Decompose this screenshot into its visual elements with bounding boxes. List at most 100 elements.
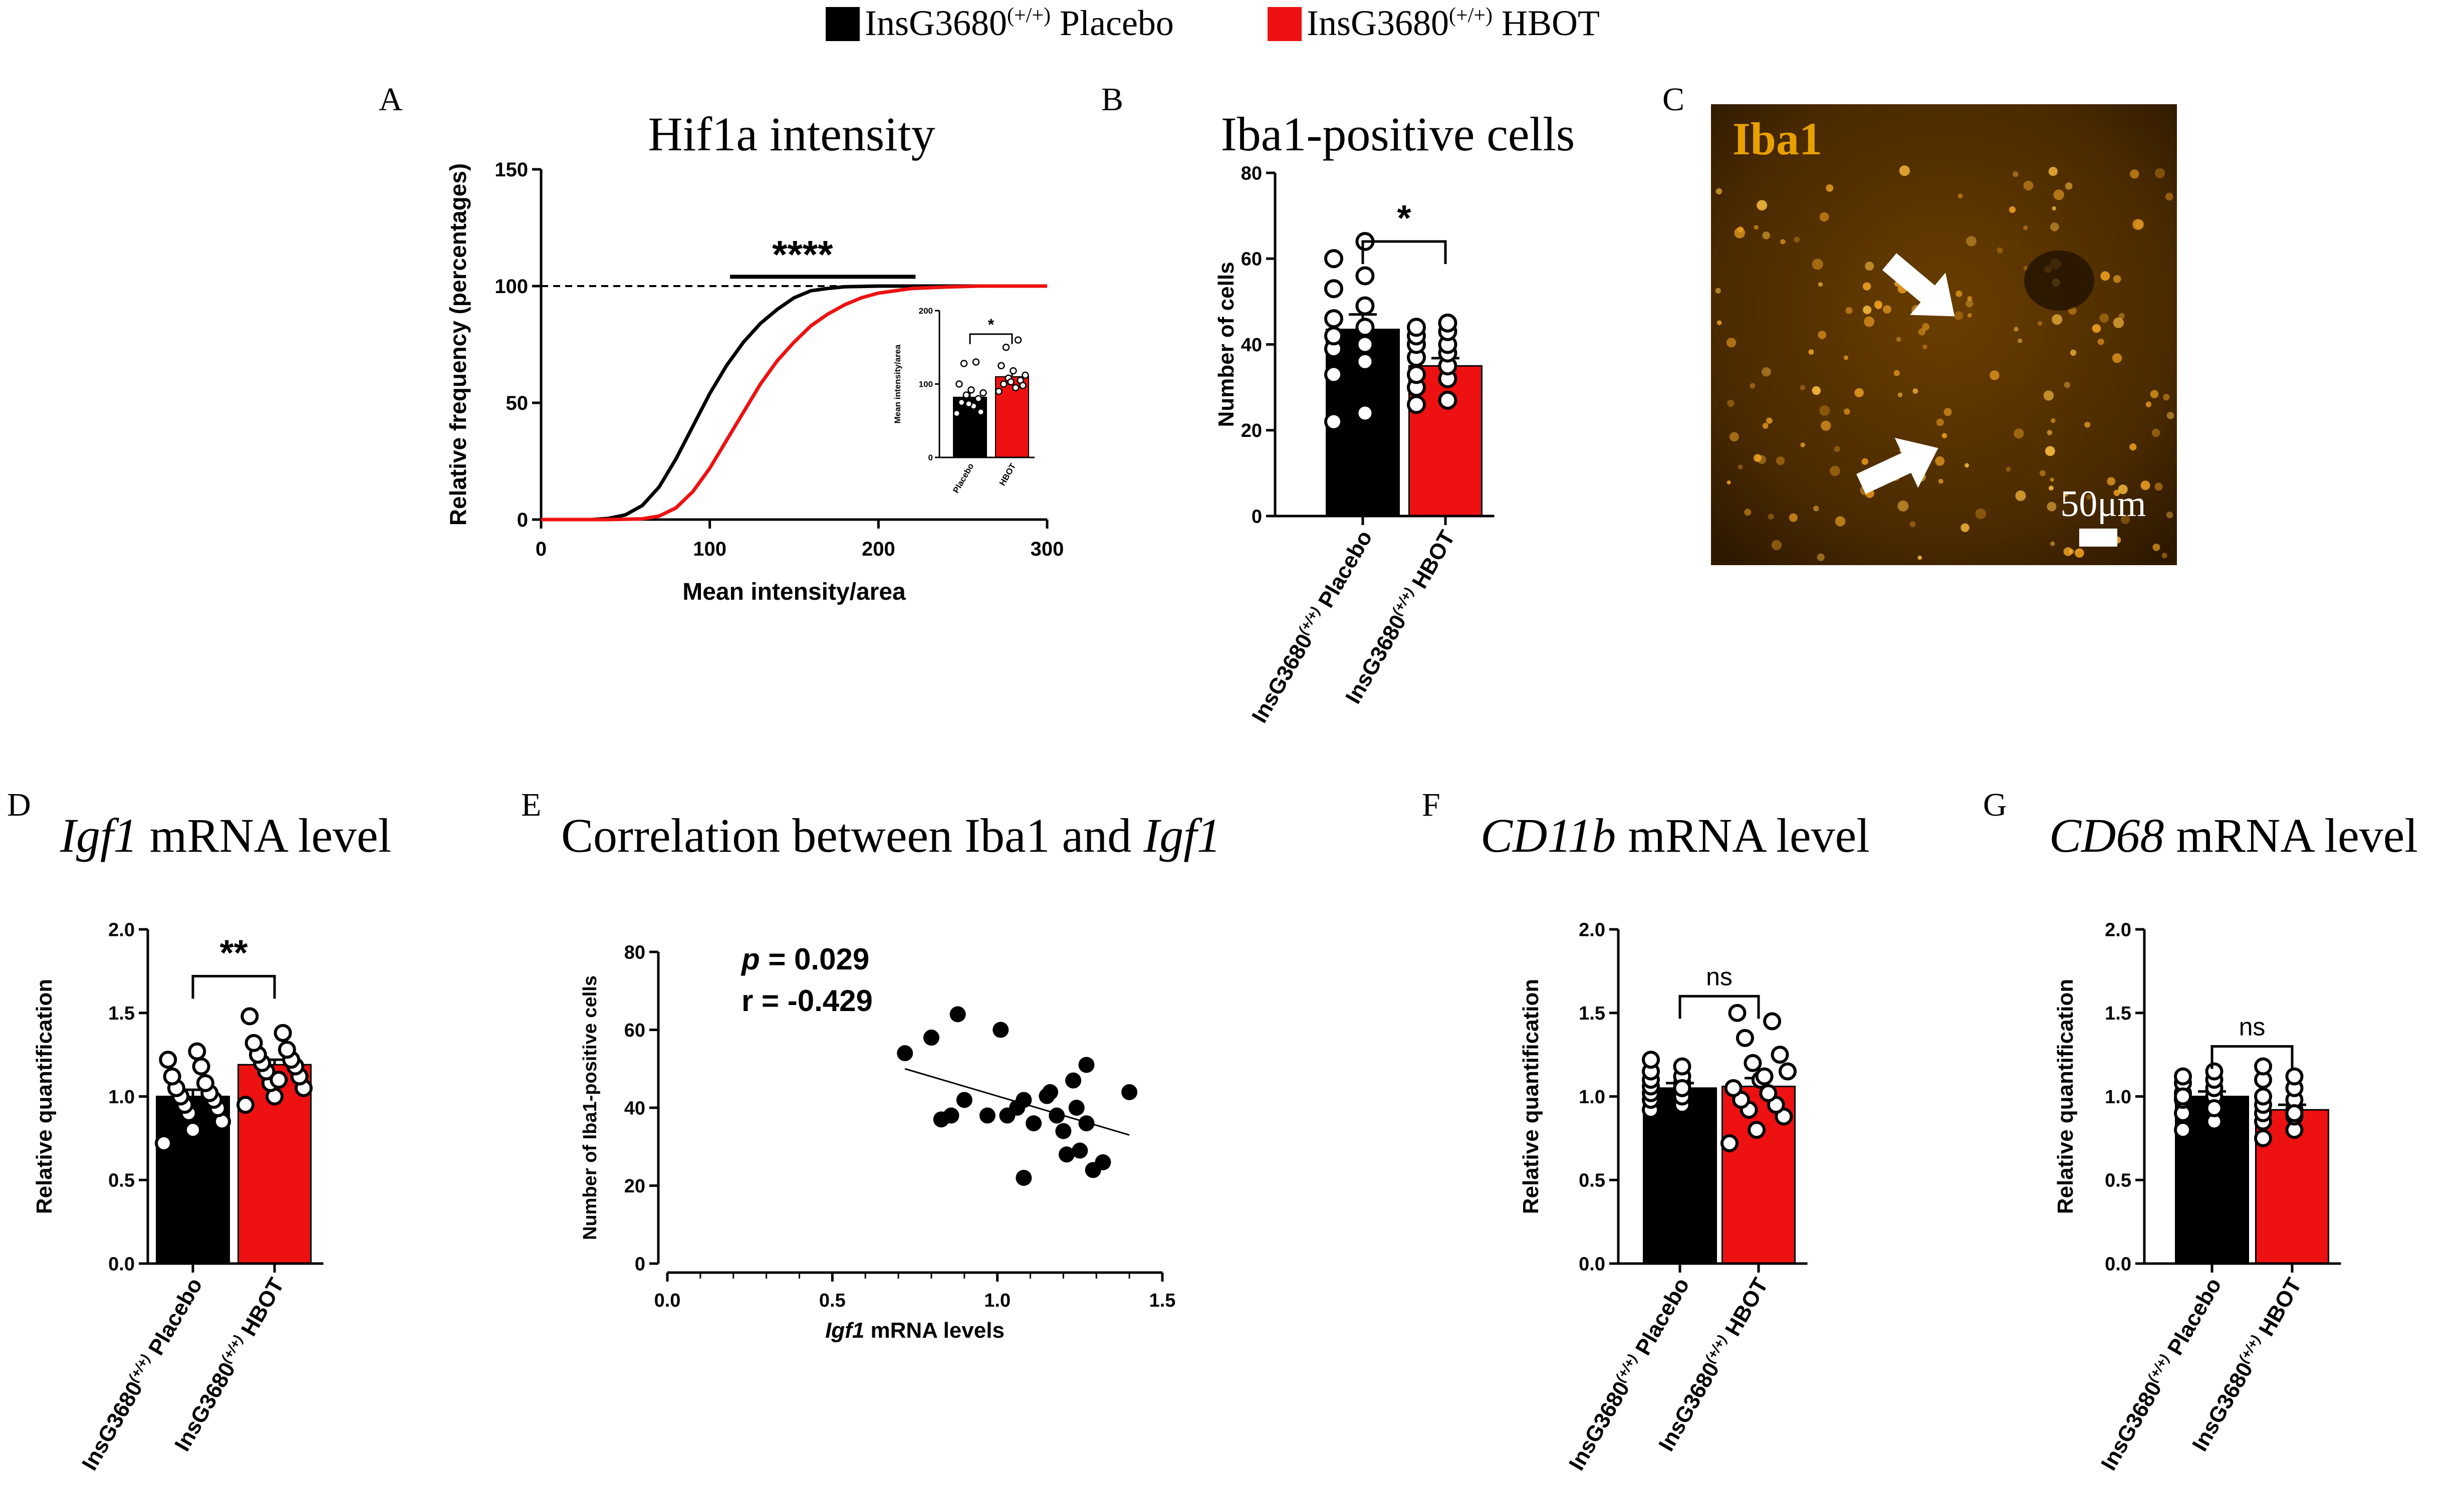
micrograph-cell xyxy=(1744,509,1752,516)
micrograph-cell xyxy=(2037,321,2043,326)
micrograph-cell xyxy=(1715,188,1722,195)
panel-B-y-tick-label: 60 xyxy=(1241,249,1262,270)
category-base: InsG3680 xyxy=(1247,630,1317,727)
micrograph-cell xyxy=(1834,446,1840,452)
scatter-point xyxy=(979,1107,996,1124)
category-base: InsG3680 xyxy=(1564,1377,1634,1474)
micrograph-cell xyxy=(1800,442,1805,447)
panel-e-y-tick-label: 80 xyxy=(624,942,645,963)
micrograph-cell xyxy=(1835,516,1846,527)
panel-F-y-axis-label: Relative quantification xyxy=(1519,979,1543,1214)
micrograph-cell xyxy=(1975,508,1986,520)
micrograph-cell xyxy=(2113,317,2124,328)
micrograph-cell xyxy=(2052,314,2063,325)
micrograph-cell xyxy=(1918,328,1925,336)
micrograph-cell xyxy=(2051,418,2056,423)
micrograph-cell xyxy=(1727,399,1735,407)
data-point xyxy=(1324,249,1343,269)
data-point xyxy=(188,1042,206,1061)
scatter-point xyxy=(1078,1115,1095,1132)
inset-data-point xyxy=(1010,367,1017,375)
data-point xyxy=(2174,1121,2192,1139)
scatter-point xyxy=(1065,1072,1082,1089)
scatter-point xyxy=(1049,1107,1065,1124)
inset-y-tick-label: 200 xyxy=(919,306,933,316)
panel-a-y-tick-label: 100 xyxy=(495,276,528,298)
data-point xyxy=(1324,412,1343,431)
micrograph-cell xyxy=(1844,408,1850,415)
data-point xyxy=(1438,313,1457,333)
data-point xyxy=(1779,1062,1797,1081)
micrograph-cell xyxy=(2163,394,2170,401)
significance-bracket xyxy=(1361,240,1447,264)
micrograph-cell xyxy=(2075,548,2084,558)
micrograph-cell xyxy=(2014,428,2024,439)
micrograph-cell xyxy=(1819,212,1829,222)
micrograph-cell xyxy=(1818,331,1827,339)
data-point xyxy=(1324,279,1343,299)
micrograph-cell xyxy=(2113,275,2121,283)
category-rest: HBOT xyxy=(233,1274,289,1345)
data-point xyxy=(196,1074,214,1092)
micrograph-cell xyxy=(2150,390,2159,398)
legend-label-hbot: InsG3680(+/+) HBOT xyxy=(1307,3,1600,43)
series-line-placebo xyxy=(541,284,1047,522)
inset-data-point xyxy=(1000,380,1008,388)
panel-B-y-tick-label: 20 xyxy=(1241,420,1262,441)
data-point xyxy=(1324,365,1343,384)
inset-y-tick-label: 100 xyxy=(919,380,933,389)
micrograph-cell xyxy=(1818,282,1823,287)
data-point xyxy=(1355,403,1375,423)
panel-a-x-axis-label: Mean intensity/area xyxy=(682,579,906,605)
micrograph-cell xyxy=(2140,480,2150,490)
micrograph-cell xyxy=(1943,408,1952,416)
micrograph-cell xyxy=(1897,392,1903,397)
annotation-p-rest: = 0.029 xyxy=(760,942,870,976)
micrograph-cell xyxy=(2040,470,2046,476)
data-point xyxy=(159,1051,177,1069)
micrograph-cell xyxy=(1754,225,1759,230)
inset-significance-label: * xyxy=(988,316,995,334)
panel-letter-b: B xyxy=(1101,81,1123,118)
panel-letter-c: C xyxy=(1662,81,1684,118)
data-point xyxy=(1324,309,1343,329)
inset-data-point xyxy=(953,409,960,417)
micrograph-cell xyxy=(2053,189,2064,200)
micrograph-cell xyxy=(1800,385,1805,390)
micrograph-cell xyxy=(1997,247,2003,254)
micrograph-cell xyxy=(2047,502,2057,512)
category-rest: Placebo xyxy=(141,1274,207,1365)
inset-data-point xyxy=(977,408,984,416)
micrograph-cell xyxy=(2013,171,2019,177)
micrograph-cell xyxy=(1935,456,1945,466)
panel-F-y-tick-label: 0.5 xyxy=(1579,1170,1605,1191)
data-point xyxy=(192,1057,210,1076)
inset-data-point xyxy=(995,387,1003,395)
scatter-point xyxy=(1095,1154,1111,1170)
micrograph-cell xyxy=(2070,349,2077,356)
panel-F-y-tick-label: 0.0 xyxy=(1579,1254,1605,1275)
panel-a-y-axis-label: Relative frequency (percentages) xyxy=(445,163,471,526)
significance-bracket xyxy=(191,974,276,999)
data-point xyxy=(2254,1129,2272,1147)
inset-data-point xyxy=(1012,384,1020,392)
inset-data-point xyxy=(972,358,980,366)
micrograph-cell xyxy=(1874,300,1883,309)
category-rest: Placebo xyxy=(2160,1274,2227,1365)
panel-F-y-tick-label: 1.5 xyxy=(1579,1003,1605,1024)
panel-D-y-tick-label: 2.0 xyxy=(108,919,135,940)
micrograph-cell xyxy=(2154,482,2163,491)
micrograph-cell xyxy=(1813,506,1819,512)
scatter-point xyxy=(1072,1142,1088,1159)
data-point xyxy=(244,1034,263,1052)
inset-data-point xyxy=(1007,378,1015,386)
inset-y-tick-label: 0 xyxy=(928,453,933,462)
panel-e-y-axis-label: Number of Iba1-positive cells xyxy=(580,975,601,1240)
micrograph-cell xyxy=(2023,180,2034,191)
category-rest: HBOT xyxy=(2251,1274,2307,1345)
micrograph-cell xyxy=(2100,271,2110,281)
micrograph-cell xyxy=(2145,401,2152,407)
data-point xyxy=(155,1134,173,1152)
scatter-point xyxy=(1068,1100,1085,1116)
